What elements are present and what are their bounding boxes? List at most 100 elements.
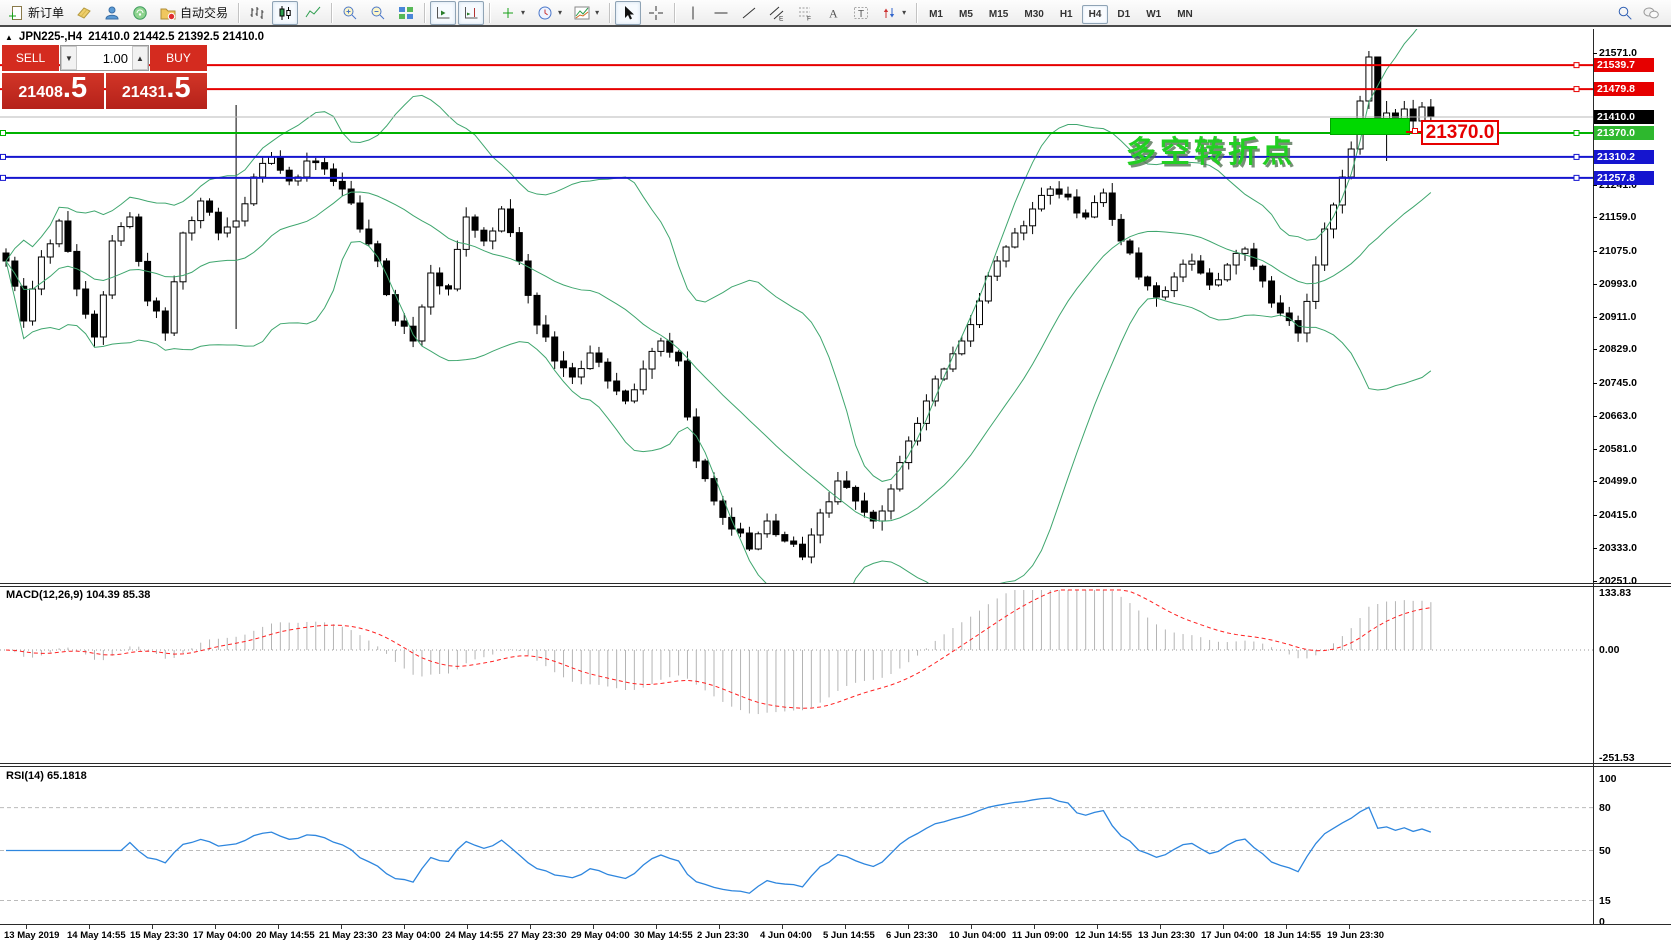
collapse-icon[interactable]: ▲ — [5, 32, 13, 42]
date-tick-label: 2 Jun 23:30 — [697, 930, 749, 941]
macd-chart[interactable] — [0, 587, 1593, 763]
crosshair-button[interactable] — [643, 1, 669, 25]
layouts-button[interactable] — [71, 1, 97, 25]
timeframe-m15[interactable]: M15 — [988, 8, 1009, 20]
timeframe-h4[interactable]: H4 — [1081, 4, 1109, 24]
trendline-button[interactable] — [736, 1, 762, 25]
vertical-line-button[interactable] — [680, 1, 706, 25]
macd-axis-label: -251.53 — [1599, 751, 1635, 764]
rsi-axis-label: 100 — [1599, 773, 1617, 785]
text-icon: A — [829, 6, 838, 20]
candlestick-chart-button[interactable] — [272, 0, 299, 25]
buy-price-int: 21431 — [121, 84, 167, 101]
volume-input[interactable]: 1.00 — [102, 50, 128, 66]
date-tick-mark — [404, 925, 405, 929]
templates-button[interactable]: ▾ — [569, 1, 604, 25]
date-tick-label: 12 Jun 14:55 — [1075, 930, 1133, 941]
auto-trading-button[interactable]: 自动交易 — [155, 1, 233, 25]
price-tick-label: 20993.0 — [1593, 277, 1637, 290]
new-order-icon — [9, 5, 22, 20]
chart-shift-button[interactable] — [458, 0, 485, 25]
fibonacci-icon: F — [799, 7, 811, 21]
toolbar: 新订单 自动交易 — [0, 0, 1671, 27]
profile-icon — [105, 6, 119, 19]
zoom-out-button[interactable] — [365, 1, 391, 25]
search-icon[interactable] — [1617, 5, 1633, 21]
fibonacci-button[interactable]: F — [792, 1, 818, 25]
cursor-icon — [625, 5, 635, 19]
toolbar-right-group — [1617, 5, 1669, 21]
add-indicator-icon — [503, 7, 514, 18]
date-tick-mark — [719, 925, 720, 929]
highlight-rectangle[interactable] — [1330, 118, 1410, 135]
price-callout-label[interactable]: 21370.0 — [1421, 120, 1499, 145]
equidistant-channel-button[interactable]: E — [764, 1, 790, 25]
price-level-badge: 21479.8 — [1594, 82, 1654, 97]
date-tick-mark — [1034, 925, 1035, 929]
periods-button[interactable]: ▾ — [532, 1, 567, 25]
buy-button[interactable]: BUY — [150, 45, 207, 71]
date-axis: 13 May 2019 14 May 14:55 15 May 23:30 17 Ma… — [0, 924, 1671, 946]
timeframe-m1[interactable]: M1 — [929, 8, 943, 20]
line-chart-icon — [305, 6, 321, 17]
tile-windows-button[interactable] — [393, 1, 419, 25]
macd-label: MACD(12,26,9) 104.39 85.38 — [6, 589, 151, 601]
date-tick-label: 23 May 04:00 — [382, 930, 441, 941]
panel-separator[interactable] — [0, 763, 1671, 767]
panel-separator[interactable] — [0, 583, 1671, 587]
auto-trading-icon — [160, 8, 176, 20]
text-label-button[interactable]: T — [848, 1, 874, 25]
timeframe-m30[interactable]: M30 — [1024, 8, 1044, 20]
rsi-chart[interactable] — [0, 767, 1593, 924]
text-label-icon: T — [854, 6, 869, 20]
date-tick-mark — [782, 925, 783, 929]
price-tick-label: 21075.0 — [1593, 245, 1637, 257]
trade-row: SELL ▼ 1.00 ▲ BUY — [2, 45, 207, 71]
price-tick-label: 20745.0 — [1593, 377, 1637, 389]
date-tick-label: 24 May 14:55 — [445, 930, 504, 941]
date-tick-mark — [845, 925, 846, 929]
trendline-icon — [742, 7, 756, 18]
timeframe-d1[interactable]: D1 — [1117, 8, 1131, 20]
date-tick-mark — [152, 925, 153, 929]
symbol-timeframe: JPN225-,H4 — [18, 31, 83, 43]
main-chart[interactable] — [0, 29, 1593, 583]
price-tick-label: 20333.0 — [1593, 541, 1637, 554]
chart-title: ▲ JPN225-,H4 21410.0 21442.5 21392.5 214… — [5, 31, 264, 43]
buy-price-button[interactable]: 21431.5 — [105, 73, 207, 109]
timeframe-mn[interactable]: MN — [1177, 8, 1193, 20]
rsi-axis-label: 15 — [1599, 894, 1611, 907]
svg-text:A: A — [829, 6, 838, 20]
toolbar-separator — [489, 2, 491, 23]
text-button[interactable]: A — [820, 1, 846, 25]
line-chart-button[interactable] — [300, 1, 326, 25]
timeframe-h1[interactable]: H1 — [1059, 8, 1073, 20]
arrows-button[interactable]: ▾ — [876, 1, 911, 25]
new-order-button[interactable]: 新订单 — [3, 1, 69, 25]
volume-decrease-button[interactable]: ▼ — [61, 46, 77, 70]
sell-price-button[interactable]: 21408.5 — [2, 73, 104, 109]
horizontal-line-button[interactable] — [708, 1, 734, 25]
timeframe-m5[interactable]: M5 — [959, 8, 973, 20]
bar-chart-button[interactable] — [244, 1, 270, 25]
dropdown-caret-icon: ▾ — [521, 8, 526, 17]
annotation-text[interactable]: 多空转折点 — [1126, 136, 1296, 169]
indicators-button[interactable]: ▾ — [495, 1, 530, 25]
toolbar-separator — [609, 2, 611, 23]
date-tick-mark — [1223, 925, 1224, 929]
date-tick-label: 18 Jun 14:55 — [1264, 930, 1322, 941]
chat-icon[interactable] — [1643, 5, 1659, 21]
volume-increase-button[interactable]: ▲ — [132, 46, 148, 70]
volume-stepper: ▼ 1.00 ▲ — [60, 45, 149, 71]
timeframe-w1[interactable]: W1 — [1146, 8, 1162, 20]
date-tick-label: 27 May 23:30 — [508, 930, 567, 941]
svg-text:T: T — [858, 9, 864, 20]
zoom-in-button[interactable] — [337, 1, 363, 25]
signals-button[interactable] — [127, 1, 153, 25]
cursor-button[interactable] — [615, 0, 642, 25]
auto-scroll-button[interactable] — [430, 0, 457, 25]
price-tick-label: 20581.0 — [1593, 442, 1637, 455]
profiles-button[interactable] — [99, 1, 125, 25]
sell-button[interactable]: SELL — [2, 45, 59, 71]
